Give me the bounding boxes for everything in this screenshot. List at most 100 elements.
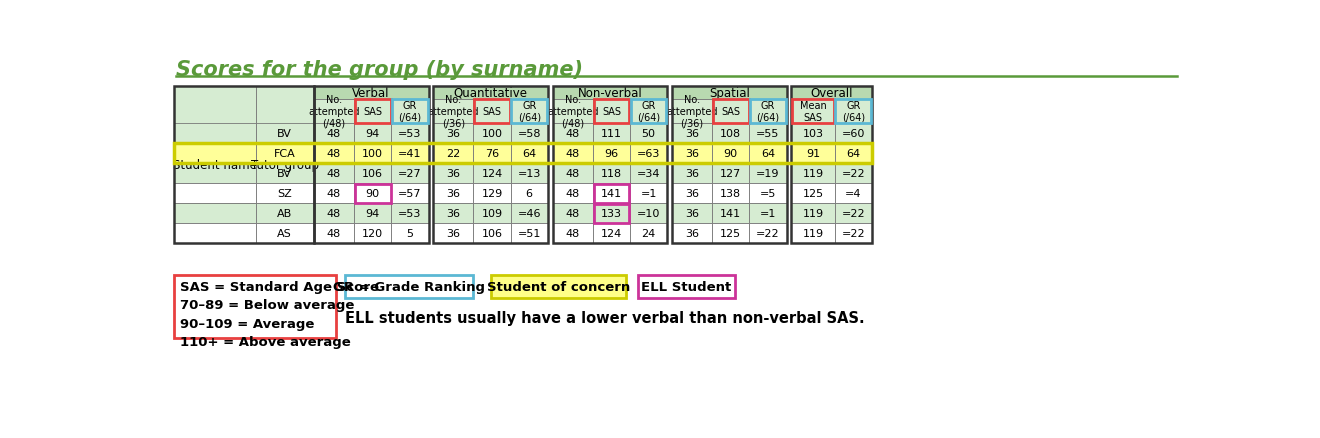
FancyBboxPatch shape xyxy=(630,99,667,124)
Text: 36: 36 xyxy=(685,129,700,139)
Text: 138: 138 xyxy=(721,189,742,199)
FancyBboxPatch shape xyxy=(511,184,548,204)
Text: =55: =55 xyxy=(756,129,780,139)
FancyBboxPatch shape xyxy=(672,87,787,99)
Text: =57: =57 xyxy=(399,189,421,199)
FancyBboxPatch shape xyxy=(433,144,474,164)
Text: Quantitative: Quantitative xyxy=(454,87,528,100)
Text: 48: 48 xyxy=(327,229,341,239)
Text: =27: =27 xyxy=(399,169,421,179)
FancyBboxPatch shape xyxy=(553,184,593,204)
Text: SAS: SAS xyxy=(483,107,502,117)
FancyBboxPatch shape xyxy=(834,144,871,164)
FancyBboxPatch shape xyxy=(834,124,871,144)
FancyBboxPatch shape xyxy=(553,87,667,99)
Text: 36: 36 xyxy=(685,169,700,179)
Text: GR = Grade Ranking: GR = Grade Ranking xyxy=(333,280,484,293)
FancyBboxPatch shape xyxy=(256,124,314,144)
Text: Student name: Student name xyxy=(173,159,257,172)
Text: 48: 48 xyxy=(565,129,579,139)
FancyBboxPatch shape xyxy=(672,99,713,124)
FancyBboxPatch shape xyxy=(174,87,256,244)
FancyBboxPatch shape xyxy=(593,204,630,224)
FancyBboxPatch shape xyxy=(553,164,593,184)
Text: 48: 48 xyxy=(565,169,579,179)
Text: 90: 90 xyxy=(723,149,738,159)
FancyBboxPatch shape xyxy=(750,164,787,184)
FancyBboxPatch shape xyxy=(713,164,750,184)
FancyBboxPatch shape xyxy=(713,144,750,164)
Text: 36: 36 xyxy=(446,129,461,139)
Text: 141: 141 xyxy=(721,209,742,219)
FancyBboxPatch shape xyxy=(834,184,871,204)
Text: 48: 48 xyxy=(327,129,341,139)
FancyBboxPatch shape xyxy=(433,87,548,99)
FancyBboxPatch shape xyxy=(314,164,354,184)
Text: 5: 5 xyxy=(407,229,413,239)
Text: 48: 48 xyxy=(327,169,341,179)
Text: Overall: Overall xyxy=(810,87,853,100)
FancyBboxPatch shape xyxy=(174,164,256,184)
FancyBboxPatch shape xyxy=(791,99,834,124)
FancyBboxPatch shape xyxy=(354,184,391,204)
FancyBboxPatch shape xyxy=(593,184,630,204)
Text: SAS: SAS xyxy=(363,107,383,117)
FancyBboxPatch shape xyxy=(391,224,429,244)
Text: No.
attempted
(/48): No. attempted (/48) xyxy=(546,95,598,129)
FancyBboxPatch shape xyxy=(256,144,314,164)
FancyBboxPatch shape xyxy=(474,124,511,144)
Text: =63: =63 xyxy=(638,149,660,159)
FancyBboxPatch shape xyxy=(314,144,354,164)
Text: 91: 91 xyxy=(805,149,820,159)
Text: 125: 125 xyxy=(721,229,742,239)
Text: 36: 36 xyxy=(685,209,700,219)
Text: 133: 133 xyxy=(601,209,622,219)
FancyBboxPatch shape xyxy=(174,224,256,244)
Text: =60: =60 xyxy=(842,129,865,139)
FancyBboxPatch shape xyxy=(391,99,429,124)
Text: 64: 64 xyxy=(760,149,775,159)
Text: GR
(/64): GR (/64) xyxy=(399,101,421,123)
Text: BV: BV xyxy=(277,169,292,179)
Text: 24: 24 xyxy=(642,229,656,239)
Text: 111: 111 xyxy=(601,129,622,139)
Text: =10: =10 xyxy=(638,209,660,219)
Text: 22: 22 xyxy=(446,149,461,159)
Text: 64: 64 xyxy=(846,149,861,159)
FancyBboxPatch shape xyxy=(354,224,391,244)
Text: Spatial: Spatial xyxy=(709,87,750,100)
FancyBboxPatch shape xyxy=(672,124,713,144)
Text: 141: 141 xyxy=(601,189,622,199)
Text: 109: 109 xyxy=(482,209,503,219)
Text: 36: 36 xyxy=(446,209,461,219)
Text: 119: 119 xyxy=(803,229,824,239)
FancyBboxPatch shape xyxy=(791,144,834,164)
Text: 125: 125 xyxy=(803,189,824,199)
Text: Tutor group: Tutor group xyxy=(251,159,318,172)
FancyBboxPatch shape xyxy=(314,124,354,144)
FancyBboxPatch shape xyxy=(630,144,667,164)
Text: =4: =4 xyxy=(845,189,862,199)
Text: 119: 119 xyxy=(803,169,824,179)
Text: SAS: SAS xyxy=(721,107,741,117)
Text: 106: 106 xyxy=(482,229,503,239)
FancyBboxPatch shape xyxy=(791,224,834,244)
FancyBboxPatch shape xyxy=(630,124,667,144)
FancyBboxPatch shape xyxy=(593,164,630,184)
Text: 36: 36 xyxy=(446,229,461,239)
Text: SZ: SZ xyxy=(277,189,292,199)
Text: =1: =1 xyxy=(640,189,657,199)
Text: =22: =22 xyxy=(841,209,865,219)
Text: 48: 48 xyxy=(327,209,341,219)
FancyBboxPatch shape xyxy=(834,99,871,124)
Text: 50: 50 xyxy=(642,129,656,139)
FancyBboxPatch shape xyxy=(433,204,474,224)
FancyBboxPatch shape xyxy=(174,204,256,224)
FancyBboxPatch shape xyxy=(314,99,354,124)
FancyBboxPatch shape xyxy=(433,164,474,184)
FancyBboxPatch shape xyxy=(834,224,871,244)
Text: 100: 100 xyxy=(362,149,383,159)
Text: 127: 127 xyxy=(721,169,742,179)
Text: AB: AB xyxy=(277,209,292,219)
FancyBboxPatch shape xyxy=(474,164,511,184)
